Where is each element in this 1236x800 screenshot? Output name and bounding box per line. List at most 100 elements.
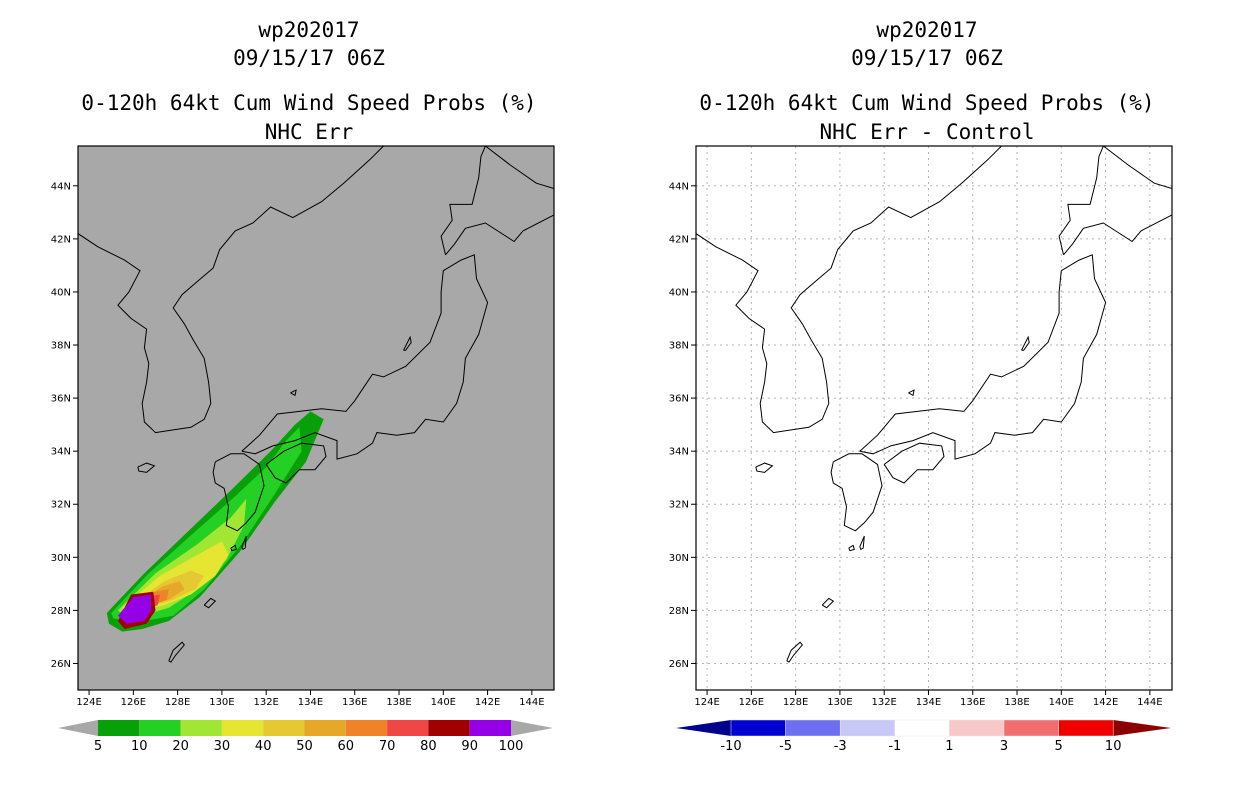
left-colorbar-end-low [58,720,98,736]
right-amami-island [821,597,835,609]
right-ytick-label-28N: 28N [669,606,689,617]
right-panel: wp202017 09/15/17 06Z 0-120h 64kt Cum Wi… [618,0,1236,800]
right-colorbar-label-5: 5 [1054,739,1062,754]
left-colorbar-segment-8 [428,720,470,736]
right-plot-background [696,146,1172,690]
left-ytick-label-28N: 28N [51,606,71,617]
left-colorbar-label-80: 80 [420,739,437,754]
right-ytick-label-38N: 38N [669,341,689,352]
left-colorbar-segment-9 [469,720,511,736]
left-xtick-label-144E: 144E [519,697,544,708]
left-xtick-label-126E: 126E [121,697,146,708]
right-plot-area [696,146,1172,690]
left-okinawa-island [168,641,185,663]
right-jeju-island [755,462,774,473]
right-colorbar-label--3: -3 [834,739,847,754]
left-colorbar-label-60: 60 [338,739,355,754]
right-oki-islands [908,389,915,397]
right-title: 0-120h 64kt Cum Wind Speed Probs (%) [699,91,1155,115]
left-colorbar-segment-2 [180,720,222,736]
left-oki-islands [290,389,297,397]
left-honshu-coastline [241,254,489,460]
right-okinawa-island [786,641,803,663]
right-colorbar-segment-6 [1058,719,1114,737]
left-swath-90pct [117,594,152,624]
left-xtick-label-140E: 140E [431,697,456,708]
left-ytick-label-34N: 34N [51,447,71,458]
right-storm-id: wp202017 [876,18,978,42]
left-jeju-island [137,462,156,473]
right-subtitle: NHC Err - Control [819,120,1035,144]
right-colorbar-segment-4 [949,719,1005,737]
right-plot-frame [695,145,1173,691]
left-colorbar-segment-5 [304,720,346,736]
left-map-chart: 124E 126E 128E 130E 132E 134E 136E 138E 140E 142E… [51,145,555,754]
right-ytick-label-42N: 42N [669,234,689,245]
right-xtick-label-140E: 140E [1049,697,1074,708]
right-tanegashima-island [859,535,865,551]
right-asia-coastline [696,146,1002,434]
left-xtick-label-132E: 132E [253,697,278,708]
right-ytick-label-44N: 44N [669,181,689,192]
right-yakushima-island [848,544,855,552]
left-panel: wp202017 09/15/17 06Z 0-120h 64kt Cum Wi… [51,18,555,754]
left-plot-frame [77,145,555,691]
right-honshu-coastline [859,254,1107,460]
left-colorbar-label-10: 10 [131,739,148,754]
right-xtick-label-134E: 134E [916,697,941,708]
left-xtick-label-134E: 134E [298,697,323,708]
right-xtick-label-132E: 132E [871,697,896,708]
right-colorbar-segment-3 [894,719,950,737]
left-ytick-label-44N: 44N [51,181,71,192]
right-colorbar-segment-5 [1003,719,1059,737]
left-colorbar-segment-6 [345,720,388,736]
left-subtitle: NHC Err [264,120,354,144]
right-ytick-label-36N: 36N [669,394,689,405]
left-colorbar-end-high [511,720,553,736]
right-colorbar-label--10: -10 [720,739,741,754]
left-colorbar-label-100: 100 [499,739,524,754]
left-colorbar-label-50: 50 [296,739,313,754]
right-sado-island [1021,335,1030,351]
right-xtick-label-128E: 128E [783,697,808,708]
left-colorbar-label-5: 5 [94,739,102,754]
right-colorbar-end-high [1113,720,1171,736]
right-hokkaido-coastline [1058,146,1172,256]
left-colorbar-label-20: 20 [172,739,189,754]
left-ytick-label-32N: 32N [51,500,71,511]
right-xtick-label-126E: 126E [739,697,764,708]
left-ytick-label-40N: 40N [51,287,71,298]
left-asia-coastline [78,146,384,434]
left-shikoku-coastline [265,442,327,484]
right-xtick-label-144E: 144E [1137,697,1162,708]
left-ytick-label-30N: 30N [51,553,71,564]
left-yakushima-island [230,544,237,552]
left-xtick-label-136E: 136E [342,697,367,708]
left-colorbar-segment-4 [263,720,305,736]
right-ytick-label-30N: 30N [669,553,689,564]
right-ytick-label-32N: 32N [669,500,689,511]
left-colorbar-segment-7 [387,720,429,736]
left-colorbar-label-30: 30 [214,739,231,754]
right-colorbar-label--1: -1 [888,739,901,754]
left-hokkaido-coastline [440,146,554,256]
left-amami-island [203,597,217,609]
left-sado-island [403,335,412,351]
left-ytick-label-38N: 38N [51,341,71,352]
left-colorbar-label-90: 90 [461,739,478,754]
right-colorbar-label-1: 1 [945,739,953,754]
left-colorbar-segment-0 [98,720,140,736]
right-map-chart: 124E 126E 128E 130E 132E 134E 136E 138E 140E 142E… [669,145,1173,754]
right-xtick-label-138E: 138E [1004,697,1029,708]
right-ytick-label-26N: 26N [669,659,689,670]
right-datetime: 09/15/17 06Z [851,46,1003,70]
right-colorbar-segment-1 [785,719,841,737]
left-colorbar-segment-1 [139,720,181,736]
left-storm-id: wp202017 [258,18,360,42]
right-shikoku-coastline [883,442,945,484]
left-datetime: 09/15/17 06Z [233,46,385,70]
right-xtick-label-142E: 142E [1093,697,1118,708]
left-xtick-label-130E: 130E [209,697,234,708]
left-title: 0-120h 64kt Cum Wind Speed Probs (%) [81,91,537,115]
left-kyushu-coastline [212,453,265,532]
